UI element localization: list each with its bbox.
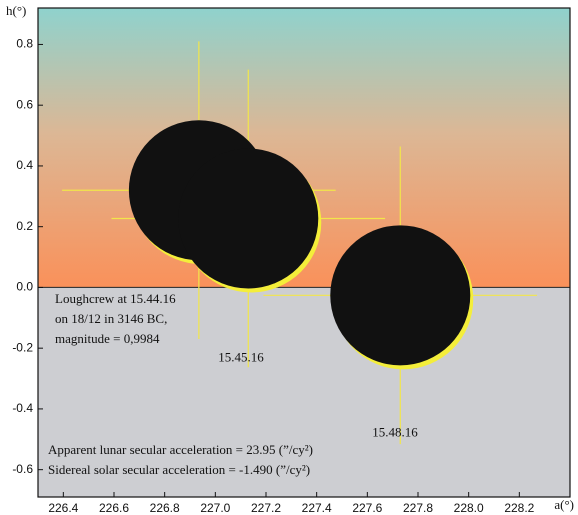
y-tick-label: -0.2 [12,340,33,354]
x-tick-label: 226.8 [150,501,180,515]
note: Apparent lunar secular acceleration = 23… [48,442,313,457]
note: Sidereal solar secular acceleration = -1… [48,462,310,477]
y-axis-label: h(°) [6,3,26,18]
point-label: 15.45.16 [218,349,264,364]
y-tick-label: 0.4 [16,158,33,172]
x-tick-label: 226.6 [99,501,129,515]
marks [62,41,538,445]
y-tick-label: 0.6 [16,97,33,111]
plot-background [38,8,570,497]
y-tick-label: -0.6 [12,462,33,476]
x-tick-label: 227.4 [302,501,332,515]
x-axis-label: a(°) [554,497,574,512]
plot-frame [37,7,571,498]
annotation: magnitude = 0,9984 [55,331,160,346]
y-tick-label: 0.8 [16,37,33,51]
annotation: Loughcrew at 15.44.16 [55,291,176,306]
y-tick-label: 0.2 [16,219,33,233]
y-tick-label: -0.4 [12,401,33,415]
x-tick-label: 227.6 [352,501,382,515]
x-tick-label: 227.2 [251,501,281,515]
annotation: on 18/12 in 3146 BC, [55,311,167,326]
x-tick-label: 227.8 [403,501,433,515]
x-tick-label: 228.0 [454,501,484,515]
moon-disk [330,225,471,366]
moon-disk [178,148,319,289]
y-tick-label: 0.0 [16,280,33,294]
x-tick-label: 228.2 [504,501,534,515]
x-tick-label: 227.0 [200,501,230,515]
x-tick-label: 226.4 [48,501,78,515]
ground [38,287,570,497]
point-label: 15.48.16 [372,424,418,439]
